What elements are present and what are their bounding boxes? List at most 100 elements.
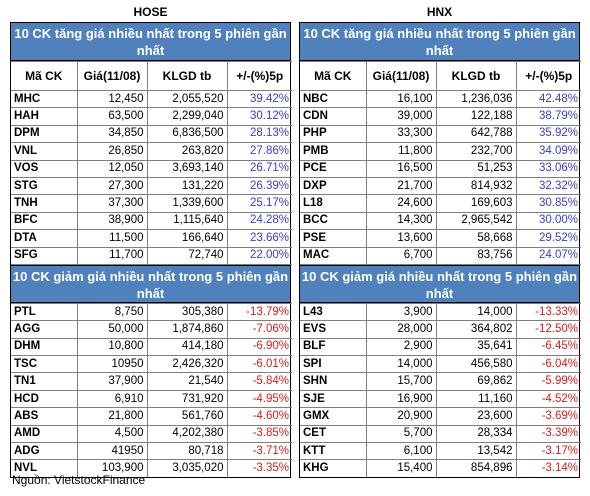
change-cell: -6.45% bbox=[515, 337, 581, 357]
hnx-panel: 10 CK tăng giá nhiều nhất trong 5 phiên … bbox=[299, 22, 581, 478]
stock-code: TNH bbox=[11, 194, 78, 213]
hnx-gainers-table: Mã CK Giá(11/08) KLGD tb +/-(%)5p NBC 16,100 1… bbox=[300, 61, 581, 265]
stock-code: NVL bbox=[11, 459, 78, 477]
table-row: BCC 14,300 2,965,542 30.00% bbox=[300, 211, 581, 231]
table-row: DPM 34,850 6,836,500 28.13% bbox=[11, 124, 292, 144]
price-cell: 37,900 bbox=[76, 372, 148, 391]
table-row: DXP 21,700 814,932 32.32% bbox=[300, 176, 581, 196]
price-cell: 21,800 bbox=[76, 407, 148, 426]
volume-cell: 6,836,500 bbox=[146, 124, 228, 144]
stock-code: AMD bbox=[11, 424, 78, 444]
table-row: PTL 8,750 305,380 -13.79% bbox=[11, 302, 292, 322]
volume-cell: 131,220 bbox=[146, 176, 228, 196]
volume-cell: 1,115,640 bbox=[146, 211, 228, 231]
volume-cell: 83,756 bbox=[435, 246, 517, 265]
price-cell: 8,750 bbox=[76, 302, 148, 322]
stock-code: VNL bbox=[11, 142, 78, 161]
table-row: TNH 37,300 1,339,600 25.17% bbox=[11, 194, 292, 213]
change-cell: 23.66% bbox=[226, 229, 292, 248]
table-row: PMB 11,800 232,700 34.09% bbox=[300, 142, 581, 161]
stock-code: DXP bbox=[300, 176, 367, 196]
price-cell: 10950 bbox=[76, 355, 148, 374]
volume-cell: 14,000 bbox=[435, 302, 517, 322]
change-cell: -3.85% bbox=[226, 424, 292, 444]
table-row: TN1 37,900 21,540 -5.84% bbox=[11, 372, 292, 391]
volume-cell: 11,160 bbox=[435, 389, 517, 409]
price-cell: 14,000 bbox=[365, 355, 437, 374]
table-row: MAC 6,700 83,756 24.07% bbox=[300, 246, 581, 265]
volume-cell: 13,542 bbox=[435, 442, 517, 461]
price-cell: 16,100 bbox=[365, 89, 437, 109]
table-row: SFG 11,700 72,740 22.00% bbox=[11, 246, 292, 265]
price-cell: 16,500 bbox=[365, 159, 437, 178]
change-cell: 28.13% bbox=[226, 124, 292, 144]
change-cell: 26.39% bbox=[226, 176, 292, 196]
price-cell: 20,900 bbox=[365, 407, 437, 426]
price-cell: 6,700 bbox=[365, 246, 437, 265]
price-cell: 39,000 bbox=[365, 107, 437, 126]
stock-code: KHG bbox=[300, 459, 367, 477]
change-cell: -6.04% bbox=[515, 355, 581, 374]
price-cell: 12,450 bbox=[76, 89, 148, 109]
price-cell: 34,850 bbox=[76, 124, 148, 144]
price-cell: 41950 bbox=[76, 442, 148, 461]
stock-code: BCC bbox=[300, 211, 367, 231]
stock-code: BLF bbox=[300, 337, 367, 357]
stock-code: GMX bbox=[300, 407, 367, 426]
table-row: SPI 14,000 456,580 -6.04% bbox=[300, 355, 581, 374]
volume-cell: 80,718 bbox=[146, 442, 228, 461]
price-cell: 27,300 bbox=[76, 176, 148, 196]
stock-code: SJE bbox=[300, 389, 367, 409]
table-row: KHG 15,400 854,896 -3.14% bbox=[300, 459, 581, 477]
stock-code: DHM bbox=[11, 337, 78, 357]
change-cell: 27.86% bbox=[226, 142, 292, 161]
change-cell: 39.42% bbox=[226, 89, 292, 109]
column-header: Giá(11/08) bbox=[365, 61, 437, 91]
stock-code: TN1 bbox=[11, 372, 78, 391]
table-row: NBC 16,100 1,236,036 42.48% bbox=[300, 89, 581, 109]
change-cell: -4.60% bbox=[226, 407, 292, 426]
table-row: MHC 12,450 2,055,520 39.42% bbox=[11, 89, 292, 109]
table-row: PCE 16,500 51,253 33.06% bbox=[300, 159, 581, 178]
change-cell: -4.95% bbox=[226, 389, 292, 409]
column-header: Mã CK bbox=[300, 61, 367, 91]
table-row: ABS 21,800 561,760 -4.60% bbox=[11, 407, 292, 426]
header-row: Mã CK Giá(11/08) KLGD tb +/-(%)5p bbox=[300, 61, 581, 91]
stock-code: PCE bbox=[300, 159, 367, 178]
table-row: DTA 11,500 166,640 23.66% bbox=[11, 229, 292, 248]
change-cell: -13.33% bbox=[515, 302, 581, 322]
price-cell: 50,000 bbox=[76, 320, 148, 339]
volume-cell: 2,965,542 bbox=[435, 211, 517, 231]
price-cell: 12,050 bbox=[76, 159, 148, 178]
stock-code: PMB bbox=[300, 142, 367, 161]
table-row: PHP 33,300 642,788 35.92% bbox=[300, 124, 581, 144]
column-header: KLGD tb bbox=[146, 61, 228, 91]
price-cell: 11,800 bbox=[365, 142, 437, 161]
change-cell: -3.39% bbox=[515, 424, 581, 444]
price-cell: 4,500 bbox=[76, 424, 148, 444]
change-cell: 30.85% bbox=[515, 194, 581, 213]
stock-code: PTL bbox=[11, 302, 78, 322]
hose-losers-table: PTL 8,750 305,380 -13.79% AGG 50,000 1,874,860… bbox=[11, 302, 292, 477]
column-header: +/-(%)5p bbox=[515, 61, 581, 91]
change-cell: -5.84% bbox=[226, 372, 292, 391]
change-cell: -3.69% bbox=[515, 407, 581, 426]
stock-code: DPM bbox=[11, 124, 78, 144]
hnx-losers-heading: 10 CK giảm giá nhiều nhất trong 5 phiên … bbox=[300, 264, 579, 303]
table-row: AMD 4,500 4,202,380 -3.85% bbox=[11, 424, 292, 444]
stock-code: EVS bbox=[300, 320, 367, 339]
volume-cell: 169,603 bbox=[435, 194, 517, 213]
hose-gainers-heading: 10 CK tăng giá nhiều nhất trong 5 phiên … bbox=[11, 23, 290, 61]
stock-code: L18 bbox=[300, 194, 367, 213]
change-cell: 25.17% bbox=[226, 194, 292, 213]
price-cell: 5,700 bbox=[365, 424, 437, 444]
volume-cell: 35,641 bbox=[435, 337, 517, 357]
column-header: Mã CK bbox=[11, 61, 78, 91]
volume-cell: 456,580 bbox=[435, 355, 517, 374]
table-row: GMX 20,900 23,600 -3.69% bbox=[300, 407, 581, 426]
stock-code: MHC bbox=[11, 89, 78, 109]
price-cell: 28,000 bbox=[365, 320, 437, 339]
change-cell: -3.71% bbox=[226, 442, 292, 461]
stock-code: L43 bbox=[300, 302, 367, 322]
table-row: AGG 50,000 1,874,860 -7.06% bbox=[11, 320, 292, 339]
